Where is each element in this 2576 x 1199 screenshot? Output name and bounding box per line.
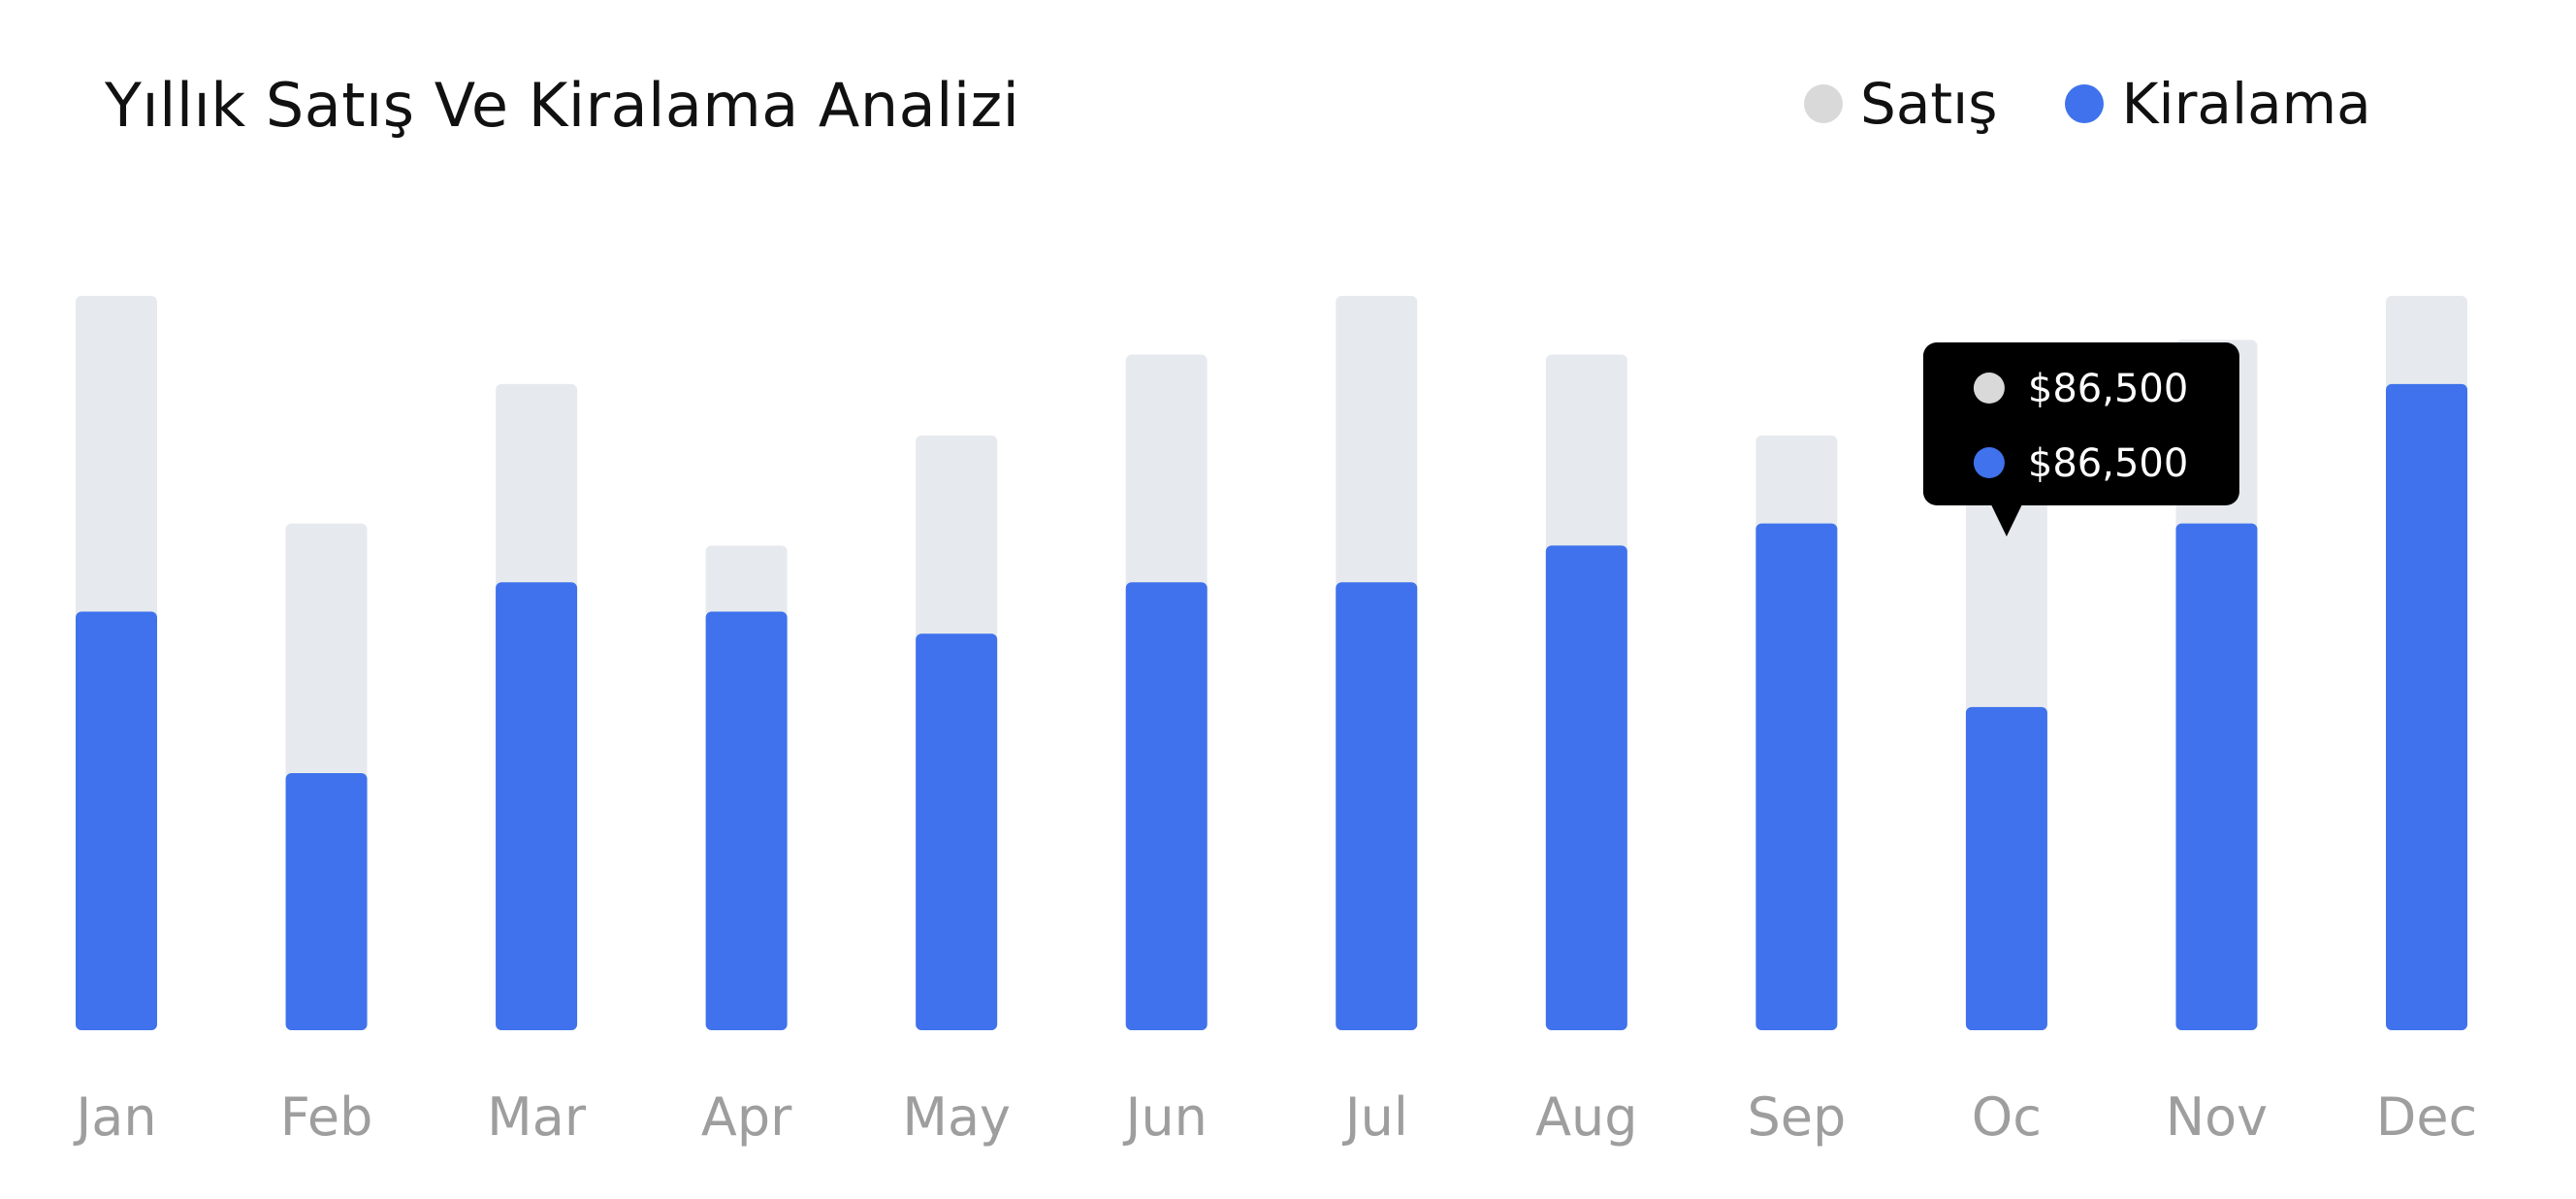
tooltip-value-satis: $86,500 bbox=[2028, 367, 2188, 411]
bar-kiralama-oc[interactable] bbox=[1965, 706, 2047, 1030]
bar-kiralama-may[interactable] bbox=[916, 633, 998, 1030]
legend-item-kiralama[interactable]: Kiralama bbox=[2065, 71, 2371, 137]
tooltip-dot-satis bbox=[1973, 373, 2005, 404]
x-tick-label: Dec bbox=[2376, 1086, 2478, 1148]
bar-kiralama-apr[interactable] bbox=[705, 611, 788, 1030]
x-tick-label: Jun bbox=[1123, 1086, 1208, 1148]
chart-tooltip: $86,500 $86,500 bbox=[1922, 342, 2239, 536]
x-tick-label: Apr bbox=[701, 1086, 792, 1148]
x-tick-label: May bbox=[902, 1086, 1011, 1148]
bar-kiralama-dec[interactable] bbox=[2386, 383, 2467, 1031]
tooltip-pointer bbox=[1990, 504, 2022, 536]
bar-kiralama-sep[interactable] bbox=[1755, 523, 1838, 1030]
bar-kiralama-jun[interactable] bbox=[1125, 582, 1208, 1030]
x-tick-label: Mar bbox=[487, 1086, 587, 1148]
x-axis-labels: Jan Feb Mar Apr May Jun Jul Aug Sep Oc Nov Dec bbox=[73, 1086, 2477, 1148]
legend-label-satis: Satış bbox=[1860, 71, 1998, 137]
bar-kiralama-aug[interactable] bbox=[1545, 545, 1627, 1030]
bars-group bbox=[76, 296, 2467, 1031]
x-tick-label: Aug bbox=[1535, 1086, 1637, 1148]
bar-kiralama-jan[interactable] bbox=[76, 611, 157, 1030]
tooltip-value-kiralama: $86,500 bbox=[2028, 441, 2188, 486]
chart-legend: Satış Kiralama bbox=[1804, 70, 2371, 138]
x-tick-label: Oc bbox=[1972, 1086, 2042, 1148]
bar-kiralama-mar[interactable] bbox=[496, 582, 578, 1030]
legend-item-satis[interactable]: Satış bbox=[1804, 71, 1997, 137]
x-tick-label: Jul bbox=[1342, 1086, 1408, 1148]
bar-kiralama-nov[interactable] bbox=[2175, 523, 2258, 1030]
bar-kiralama-jul[interactable] bbox=[1336, 582, 1418, 1030]
x-tick-label: Nov bbox=[2166, 1086, 2268, 1148]
legend-dot-satis bbox=[1804, 84, 1843, 123]
bar-kiralama-feb[interactable] bbox=[285, 773, 368, 1030]
legend-label-kiralama: Kiralama bbox=[2121, 71, 2371, 137]
x-tick-label: Jan bbox=[73, 1086, 156, 1148]
chart-title: Yıllık Satış Ve Kiralama Analizi bbox=[105, 70, 1020, 141]
legend-dot-kiralama bbox=[2065, 84, 2105, 123]
tooltip-dot-kiralama bbox=[1973, 447, 2005, 478]
x-tick-label: Sep bbox=[1747, 1086, 1846, 1148]
x-tick-label: Feb bbox=[280, 1086, 373, 1148]
